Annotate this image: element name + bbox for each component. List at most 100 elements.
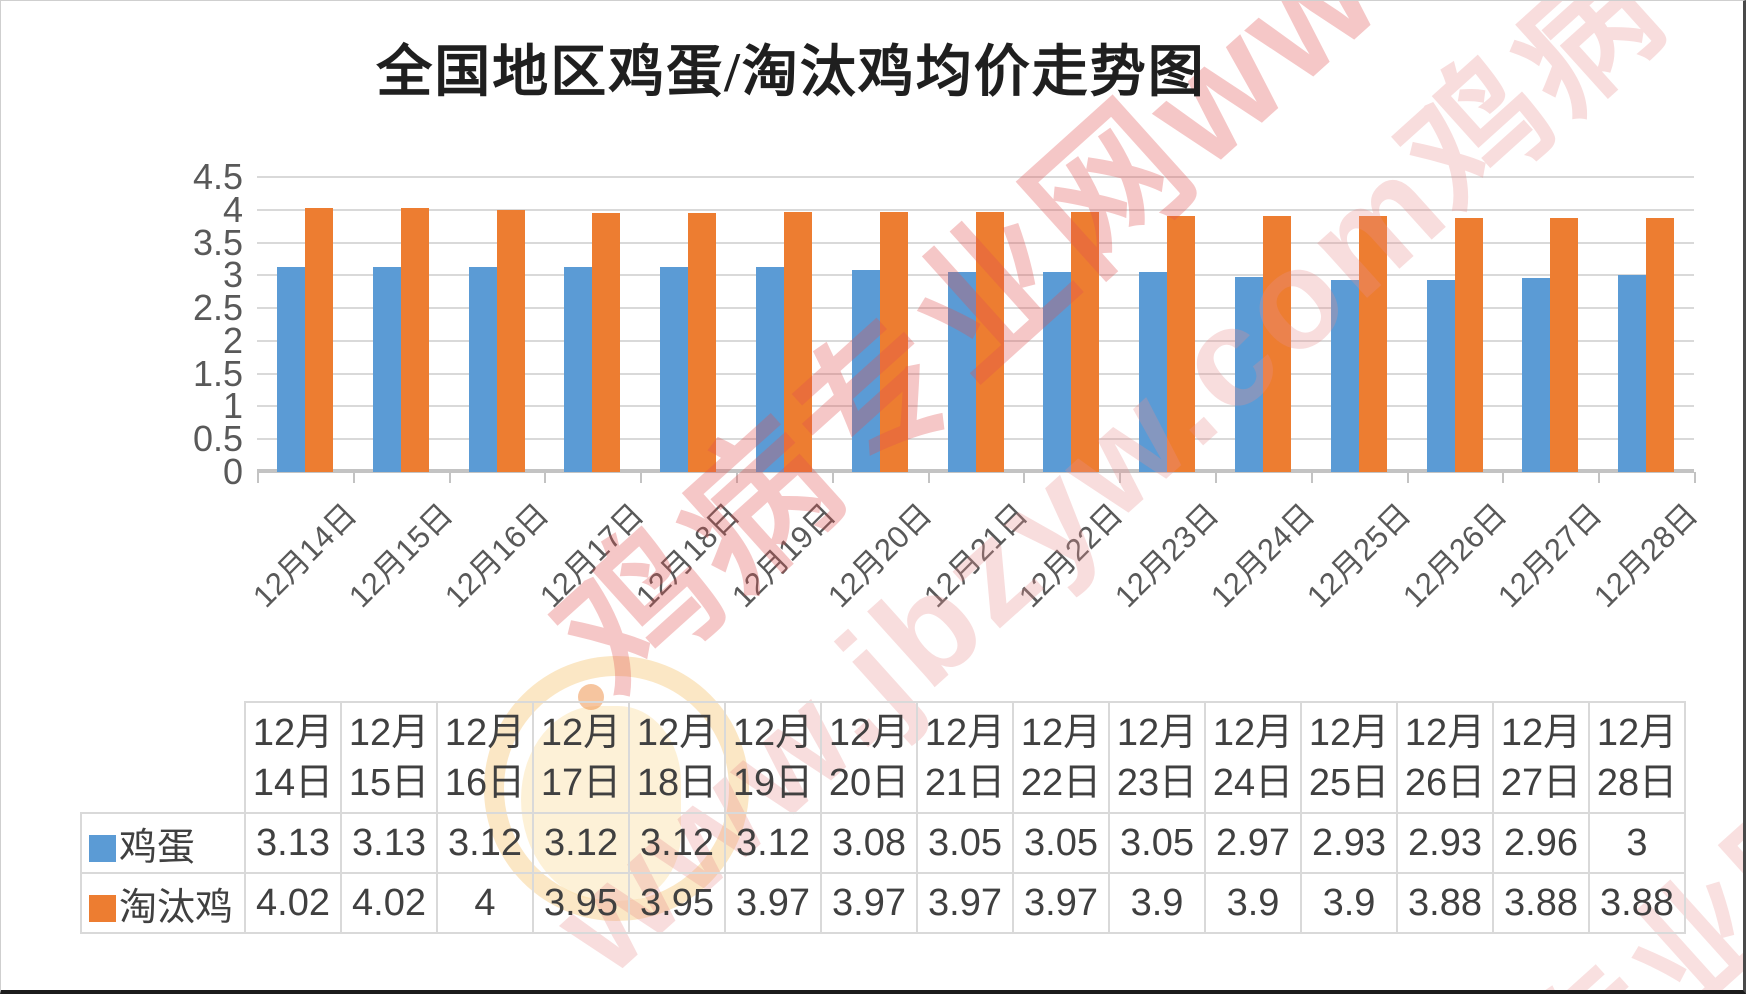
table-header-cell: 12月 18日 bbox=[628, 701, 726, 814]
header-line-day: 25日 bbox=[1308, 761, 1390, 804]
y-axis-label: 2.5 bbox=[192, 287, 243, 328]
bar-culled-chicken bbox=[784, 212, 812, 472]
table-row-label: 鸡蛋 bbox=[80, 812, 246, 874]
axis-tick bbox=[736, 472, 738, 483]
header-line-day: 18日 bbox=[636, 761, 718, 804]
bar-egg bbox=[1618, 275, 1646, 472]
table-header-cell: 12月 21日 bbox=[916, 701, 1014, 814]
header-line-day: 21日 bbox=[924, 761, 1006, 804]
table-cell: 2.96 bbox=[1492, 812, 1590, 874]
gridline bbox=[257, 176, 1694, 178]
table-header-cell: 12月 28日 bbox=[1588, 701, 1686, 814]
table-cell: 3.97 bbox=[1012, 872, 1110, 934]
header-line-day: 15日 bbox=[348, 761, 430, 804]
table-cell: 3.88 bbox=[1588, 872, 1686, 934]
bar-culled-chicken bbox=[1167, 216, 1195, 472]
bar-culled-chicken bbox=[1071, 212, 1099, 472]
header-line-month: 12月 bbox=[252, 711, 334, 754]
bar-egg bbox=[1522, 278, 1550, 472]
bar-egg bbox=[660, 267, 688, 472]
bar-egg bbox=[1235, 277, 1263, 472]
table-header-row: 12月 14日 12月 15日 12月 16日 12月 17日 12月 18日 12月 19日 12月 2… bbox=[81, 701, 1686, 814]
data-table: 12月 14日 12月 15日 12月 16日 12月 17日 12月 18日 12月 19日 12月 2… bbox=[80, 701, 1686, 934]
bar-egg bbox=[756, 267, 784, 472]
table-cell: 2.93 bbox=[1300, 812, 1398, 874]
legend-swatch-egg bbox=[89, 834, 116, 862]
plot-area bbox=[257, 176, 1694, 473]
table-header-cell: 12月 20日 bbox=[820, 701, 918, 814]
table-cell: 2.93 bbox=[1396, 812, 1494, 874]
axis-tick bbox=[257, 472, 259, 483]
table-cell: 3.95 bbox=[532, 872, 630, 934]
bar-egg bbox=[1427, 280, 1455, 472]
table-cell: 3.13 bbox=[244, 812, 342, 874]
table-header-cell: 12月 25日 bbox=[1300, 701, 1398, 814]
chart-title: 全国地区鸡蛋/淘汰鸡均价走势图 bbox=[376, 42, 1206, 104]
header-line-month: 12月 bbox=[1500, 711, 1582, 754]
header-line-day: 23日 bbox=[1116, 761, 1198, 804]
table-cell: 3.12 bbox=[436, 812, 534, 874]
header-line-day: 28日 bbox=[1596, 761, 1678, 804]
header-line-month: 12月 bbox=[828, 711, 910, 754]
table-cell: 3.12 bbox=[532, 812, 630, 874]
axis-tick bbox=[1598, 472, 1600, 483]
table-row: 淘汰鸡 4.02 4.02 4 3.95 3.95 3.97 3.97 3.97 3.97 3.9 3… bbox=[80, 872, 1686, 934]
header-line-day: 22日 bbox=[1020, 761, 1102, 804]
header-line-month: 12月 bbox=[1404, 711, 1486, 754]
header-line-month: 12月 bbox=[540, 711, 622, 754]
bar-egg bbox=[277, 267, 305, 472]
table-cell: 3.05 bbox=[916, 812, 1014, 874]
table-cell: 3.97 bbox=[724, 872, 822, 934]
bar-culled-chicken bbox=[1263, 216, 1291, 472]
axis-tick bbox=[544, 472, 546, 483]
table-cell: 3 bbox=[1588, 812, 1686, 874]
bar-culled-chicken bbox=[497, 210, 525, 472]
axis-tick bbox=[1694, 472, 1696, 483]
bar-egg bbox=[948, 272, 976, 472]
table-row-label: 淘汰鸡 bbox=[80, 872, 246, 934]
axis-tick bbox=[353, 472, 355, 483]
axis-tick bbox=[1502, 472, 1504, 483]
table-cell: 3.08 bbox=[820, 812, 918, 874]
y-axis-label: 0.5 bbox=[192, 418, 243, 459]
header-line-day: 20日 bbox=[828, 761, 910, 804]
table-cell: 3.9 bbox=[1300, 872, 1398, 934]
series-name: 淘汰鸡 bbox=[119, 886, 234, 929]
table-header-cell: 12月 27日 bbox=[1492, 701, 1590, 814]
bar-egg bbox=[1331, 280, 1359, 472]
header-line-day: 27日 bbox=[1500, 761, 1582, 804]
table-header-cell: 12月 23日 bbox=[1108, 701, 1206, 814]
header-line-month: 12月 bbox=[732, 711, 814, 754]
table-corner-cell bbox=[81, 702, 245, 813]
header-line-month: 12月 bbox=[1212, 711, 1294, 754]
table-cell: 4 bbox=[436, 872, 534, 934]
bar-culled-chicken bbox=[880, 212, 908, 472]
table-cell: 4.02 bbox=[340, 872, 438, 934]
bar-egg bbox=[373, 267, 401, 472]
header-line-month: 12月 bbox=[1116, 711, 1198, 754]
table-header-cell: 12月 22日 bbox=[1012, 701, 1110, 814]
table-cell: 3.88 bbox=[1396, 872, 1494, 934]
table-cell: 3.12 bbox=[724, 812, 822, 874]
axis-tick bbox=[1215, 472, 1217, 483]
table-cell: 3.97 bbox=[820, 872, 918, 934]
header-line-month: 12月 bbox=[348, 711, 430, 754]
bar-egg bbox=[564, 267, 592, 472]
axis-tick bbox=[928, 472, 930, 483]
table-cell: 3.9 bbox=[1108, 872, 1206, 934]
y-axis-label: 3.5 bbox=[192, 222, 243, 263]
y-axis-label: 4 bbox=[222, 189, 243, 230]
series-name: 鸡蛋 bbox=[119, 826, 196, 869]
table-cell: 3.05 bbox=[1108, 812, 1206, 874]
y-axis-label: 4.5 bbox=[192, 156, 243, 197]
header-line-day: 19日 bbox=[732, 761, 814, 804]
table-header-cell: 12月 19日 bbox=[724, 701, 822, 814]
table-cell: 3.13 bbox=[340, 812, 438, 874]
header-line-month: 12月 bbox=[1020, 711, 1102, 754]
legend-swatch-culled-chicken bbox=[89, 894, 116, 922]
table-row: 鸡蛋 3.13 3.13 3.12 3.12 3.12 3.12 3.08 3.05 3.05 3.… bbox=[80, 812, 1686, 874]
bar-culled-chicken bbox=[1359, 216, 1387, 472]
bar-culled-chicken bbox=[688, 213, 716, 472]
axis-tick bbox=[832, 472, 834, 483]
